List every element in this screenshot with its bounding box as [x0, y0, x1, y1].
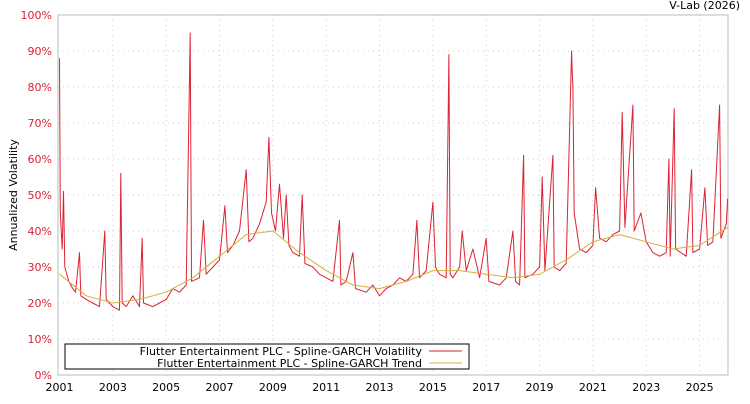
- gridlines: [58, 15, 728, 375]
- y-ticks: 0% 10% 20% 30% 40% 50% 60% 70% 80% 90% 100%: [21, 9, 52, 382]
- series-lines: [59, 32, 729, 311]
- y-tick-label: 90%: [28, 45, 52, 58]
- y-tick-label: 0%: [35, 369, 52, 382]
- x-tick-label: 2025: [686, 381, 714, 394]
- credit-label: V-Lab (2026): [669, 0, 740, 12]
- x-tick-label: 2023: [632, 381, 660, 394]
- x-tick-label: 2005: [152, 381, 180, 394]
- y-tick-label: 50%: [28, 189, 52, 202]
- legend-label-trend: Flutter Entertainment PLC - Spline-GARCH…: [157, 357, 422, 370]
- x-tick-label: 2009: [259, 381, 287, 394]
- y-tick-label: 70%: [28, 117, 52, 130]
- x-tick-label: 2003: [99, 381, 127, 394]
- x-tick-label: 2015: [419, 381, 447, 394]
- x-tick-label: 2011: [312, 381, 340, 394]
- x-tick-label: 2001: [46, 381, 74, 394]
- y-tick-label: 80%: [28, 81, 52, 94]
- y-axis-label: Annualized Volatility: [7, 139, 20, 251]
- y-tick-label: 20%: [28, 297, 52, 310]
- x-tick-label: 2021: [579, 381, 607, 394]
- x-tick-label: 2017: [472, 381, 500, 394]
- x-tick-label: 2019: [526, 381, 554, 394]
- x-ticks: 2001 2003 2005 2007 2009 2011 2013 2015 2017 2019…: [46, 381, 714, 394]
- x-tick-label: 2007: [206, 381, 234, 394]
- volatility-series-line: [59, 32, 729, 311]
- trend-series-line: [59, 226, 728, 304]
- y-tick-label: 60%: [28, 153, 52, 166]
- x-tick-label: 2013: [366, 381, 394, 394]
- y-tick-label: 40%: [28, 225, 52, 238]
- legend-box: [64, 343, 470, 370]
- y-tick-label: 30%: [28, 261, 52, 274]
- y-tick-label: 100%: [21, 9, 52, 22]
- legend: Flutter Entertainment PLC - Spline-GARCH…: [64, 343, 470, 370]
- legend-label-volatility: Flutter Entertainment PLC - Spline-GARCH…: [140, 345, 423, 358]
- y-tick-label: 10%: [28, 333, 52, 346]
